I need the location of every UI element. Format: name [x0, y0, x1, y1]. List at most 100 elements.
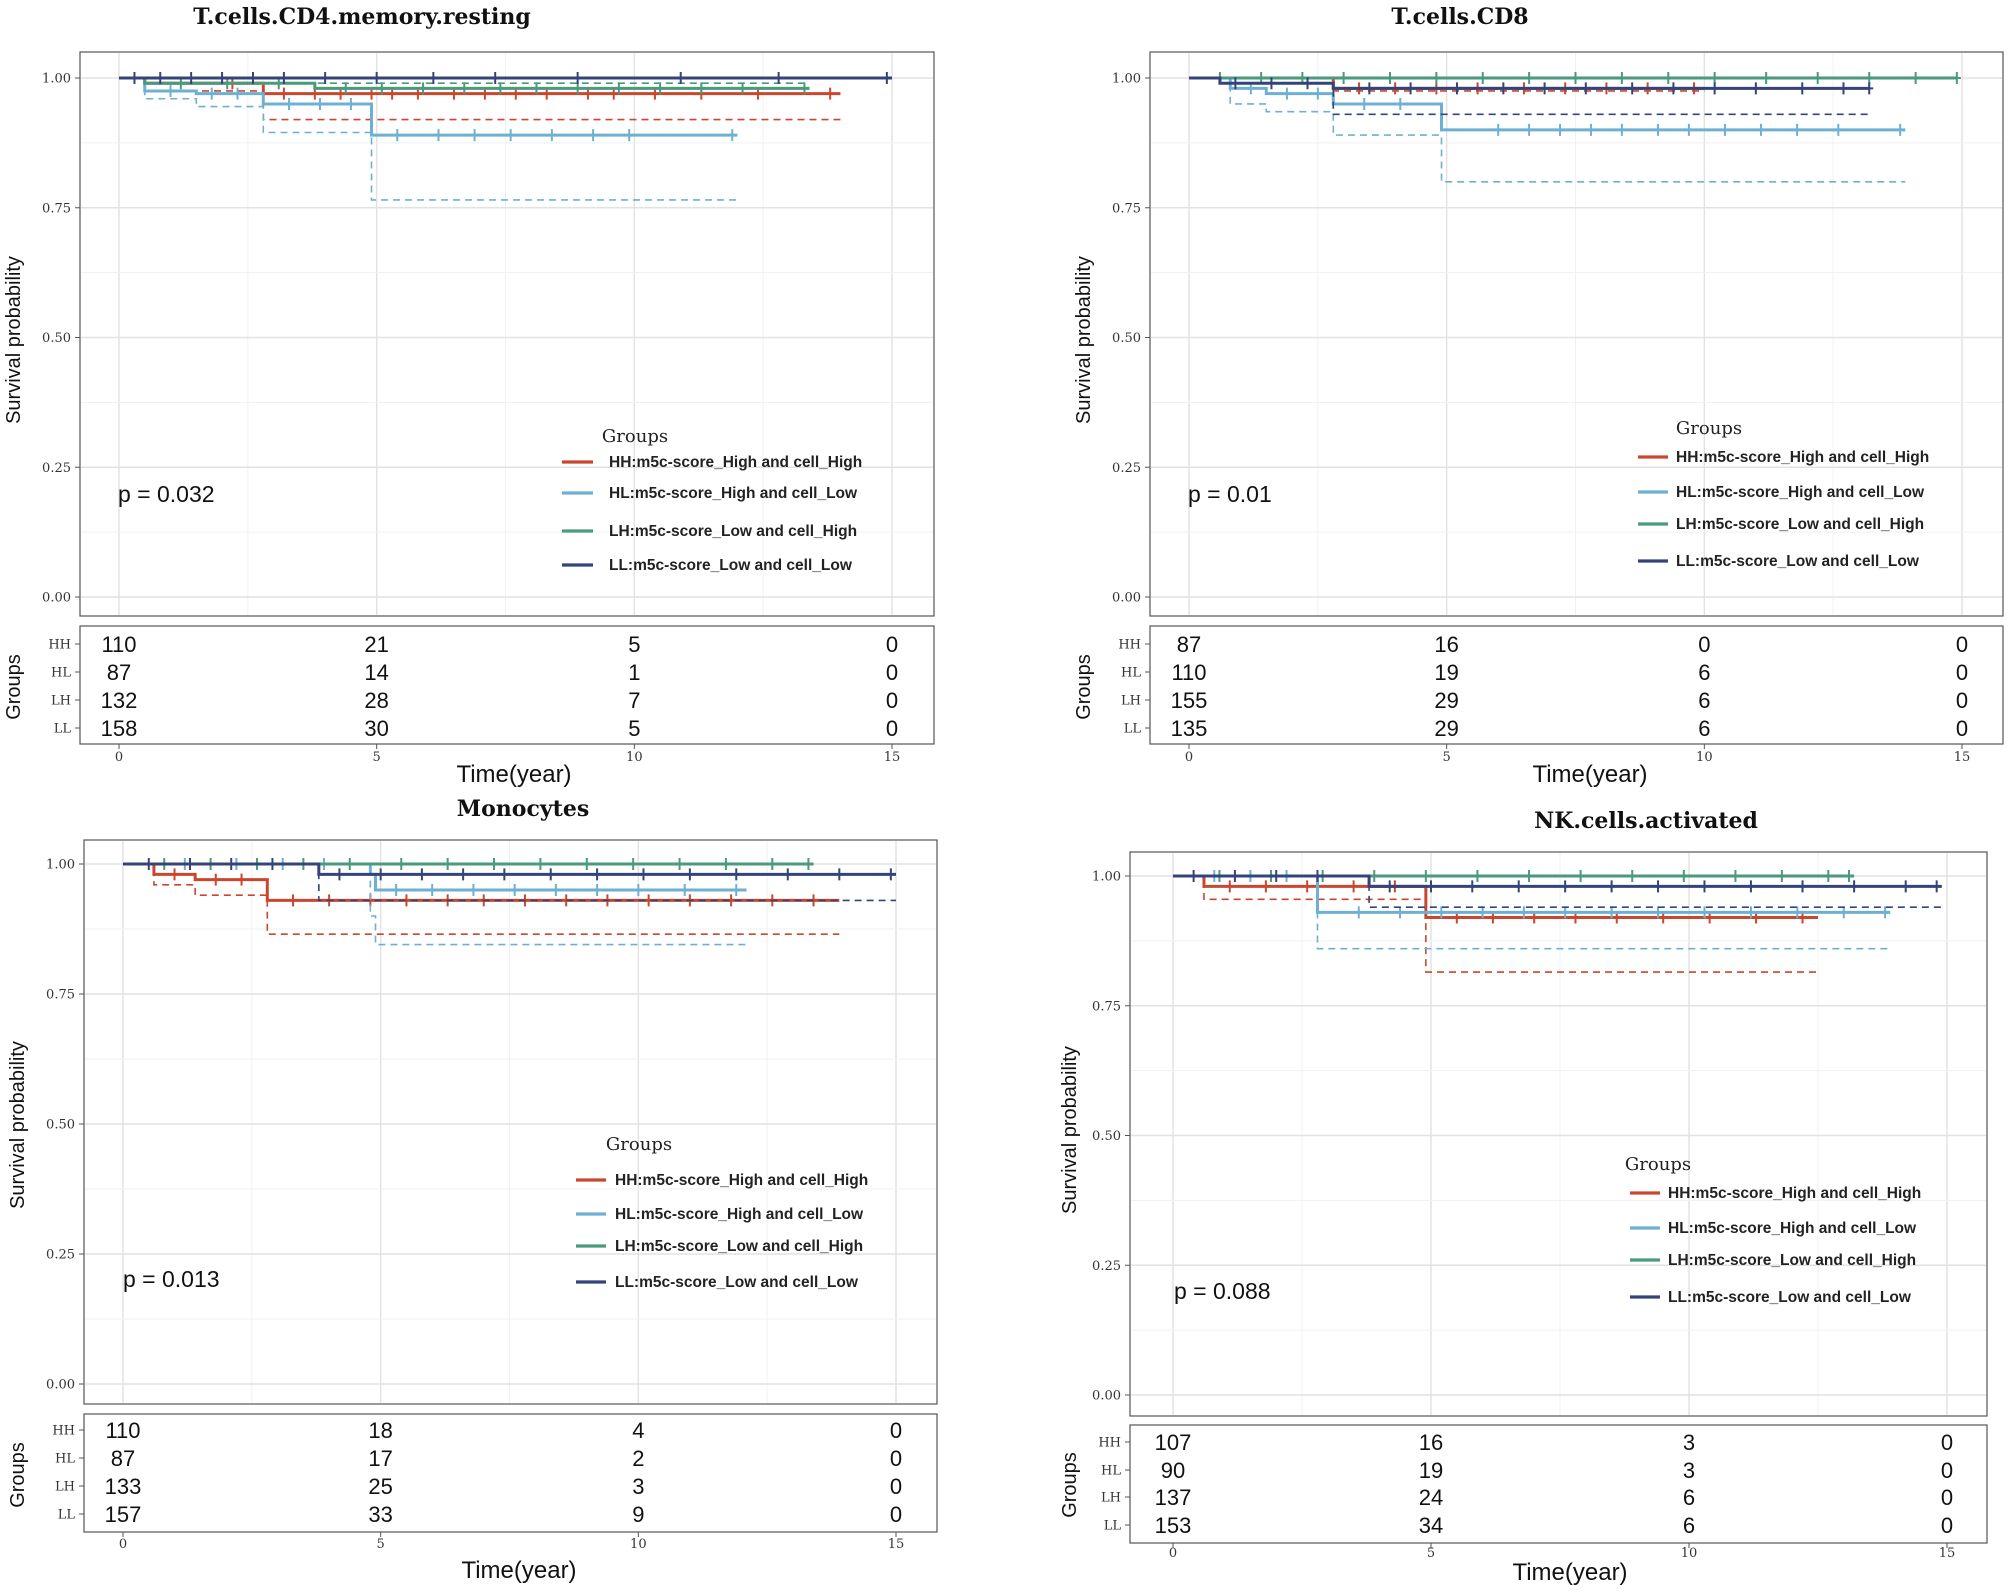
legend: Groups HH:m5c-score_High and cell_High HL:… — [562, 426, 862, 574]
censor-mark-LL — [835, 868, 844, 881]
censor-mark-HL — [680, 884, 689, 896]
risk-count: 18 — [368, 1418, 392, 1443]
censor-mark-LH — [738, 82, 747, 95]
censor-mark-HL — [1586, 123, 1595, 136]
km-panel-4: NK.cells.activated 0.00 0.25 0.50 0.75 1.00 Su… — [1059, 808, 1988, 1586]
risk-row-label-HH: HH — [1118, 638, 1141, 653]
censor-mark-LL — [1669, 82, 1678, 95]
y-tick-label: 0.50 — [42, 331, 71, 346]
risk-row-label-LL: LL — [1104, 1519, 1122, 1534]
legend: Groups HH:m5c-score_High and cell_High HL:… — [1638, 418, 1929, 570]
censor-mark-HL — [1654, 906, 1663, 919]
risk-count: 0 — [1956, 660, 1968, 685]
risk-row-label-HL: HL — [1101, 1464, 1121, 1479]
x-tick-label: 5 — [1427, 1546, 1435, 1561]
y-tick-label: 0.50 — [1112, 331, 1141, 346]
legend-label-HH: HH:m5c-score_High and cell_High — [615, 1172, 868, 1189]
censor-mark-LL — [882, 72, 891, 84]
censor-mark-HL — [506, 129, 515, 142]
censor-mark-LL — [573, 72, 582, 84]
censor-mark-LH — [582, 858, 591, 870]
risk-count: 6 — [1698, 688, 1710, 713]
x-tick-label: 15 — [1939, 1546, 1956, 1561]
risk-count: 0 — [1698, 632, 1710, 657]
risk-row-label-HH: HH — [52, 1424, 75, 1439]
y-axis-label: Survival probability — [3, 256, 25, 424]
risk-count: 110 — [1171, 660, 1206, 685]
censor-mark-HH — [826, 87, 835, 100]
censor-mark-LH — [721, 858, 730, 870]
risk-row-label-LH: LH — [55, 1480, 75, 1495]
censor-mark-LH — [629, 858, 638, 870]
censor-mark-HL — [1396, 906, 1405, 919]
risk-count: 0 — [886, 632, 898, 657]
risk-row-label-HL: HL — [51, 666, 71, 681]
risk-count: 0 — [890, 1446, 902, 1471]
risk-count: 16 — [1419, 1430, 1443, 1455]
risk-count: 25 — [368, 1474, 392, 1499]
censor-mark-LH — [1628, 870, 1637, 882]
censor-mark-LL — [676, 72, 685, 84]
x-tick-label: 0 — [1185, 750, 1193, 765]
risk-count: 0 — [1941, 1430, 1953, 1455]
risk-count: 1 — [628, 660, 640, 685]
x-tick-label: 0 — [1169, 1546, 1177, 1561]
censor-mark-LH — [1421, 870, 1430, 882]
p-value: p = 0.088 — [1174, 1278, 1271, 1304]
censor-mark-LL — [1365, 82, 1374, 95]
censor-mark-LH — [768, 858, 777, 870]
risk-table-frame — [1129, 1424, 1988, 1544]
censor-mark-LL — [1514, 880, 1523, 893]
y-tick-label: 0.50 — [1092, 1129, 1121, 1144]
y-tick-label: 0.75 — [1092, 999, 1121, 1014]
censor-mark-LH — [1576, 870, 1585, 882]
risk-count: 6 — [1683, 1513, 1695, 1538]
censor-mark-LL — [321, 72, 330, 84]
censor-mark-HH — [1261, 880, 1270, 893]
risk-count: 107 — [1155, 1430, 1192, 1455]
risk-row-label-HL: HL — [55, 1452, 75, 1467]
censor-mark-HL — [634, 884, 643, 896]
censor-mark-LH — [345, 858, 354, 870]
censor-mark-LL — [732, 868, 741, 881]
censor-mark-HL — [1437, 906, 1446, 919]
censor-mark-LL — [130, 72, 139, 84]
censor-mark-LH — [1679, 870, 1688, 882]
risk-count: 90 — [1161, 1458, 1185, 1483]
risk-count: 14 — [364, 660, 388, 685]
risk-count: 7 — [628, 688, 640, 713]
censor-mark-HL — [1525, 123, 1534, 136]
censor-mark-HL — [285, 97, 294, 110]
legend-label-LL: LL:m5c-score_Low and cell_Low — [615, 1274, 859, 1291]
y-tick-label: 0.50 — [46, 1118, 75, 1133]
censor-mark-LL — [1406, 82, 1415, 95]
censor-mark-LL — [1561, 880, 1570, 893]
risk-table-y-label: Groups — [1059, 1452, 1081, 1518]
risk-count: 0 — [886, 660, 898, 685]
risk-count: 21 — [364, 632, 388, 657]
censor-mark-LL — [1313, 870, 1322, 882]
censor-mark-HL — [469, 884, 478, 896]
censor-mark-LL — [335, 868, 344, 881]
censor-mark-LL — [1231, 77, 1240, 90]
censor-mark-LL — [1932, 880, 1941, 893]
censor-mark-LH — [1813, 72, 1822, 84]
risk-count: 29 — [1434, 688, 1458, 713]
censor-mark-HL — [428, 884, 437, 896]
y-axis-label: Survival probability — [1073, 256, 1095, 424]
risk-count: 153 — [1155, 1513, 1192, 1538]
censor-mark-HL — [1494, 123, 1503, 136]
censor-mark-HL — [233, 87, 242, 100]
legend-label-HL: HL:m5c-score_High and cell_Low — [1668, 1220, 1917, 1237]
censor-mark-LL — [1710, 82, 1719, 95]
censor-mark-LL — [156, 72, 165, 84]
censor-mark-HL — [1396, 97, 1405, 110]
survival-line-HH — [123, 862, 840, 902]
censor-mark-LL — [685, 868, 694, 881]
y-tick-label: 1.00 — [46, 858, 75, 873]
censor-mark-LL — [774, 72, 783, 84]
risk-count: 155 — [1171, 688, 1208, 713]
risk-count: 0 — [1941, 1485, 1953, 1510]
x-tick-label: 15 — [884, 750, 901, 765]
censor-mark-LH — [1762, 72, 1771, 84]
